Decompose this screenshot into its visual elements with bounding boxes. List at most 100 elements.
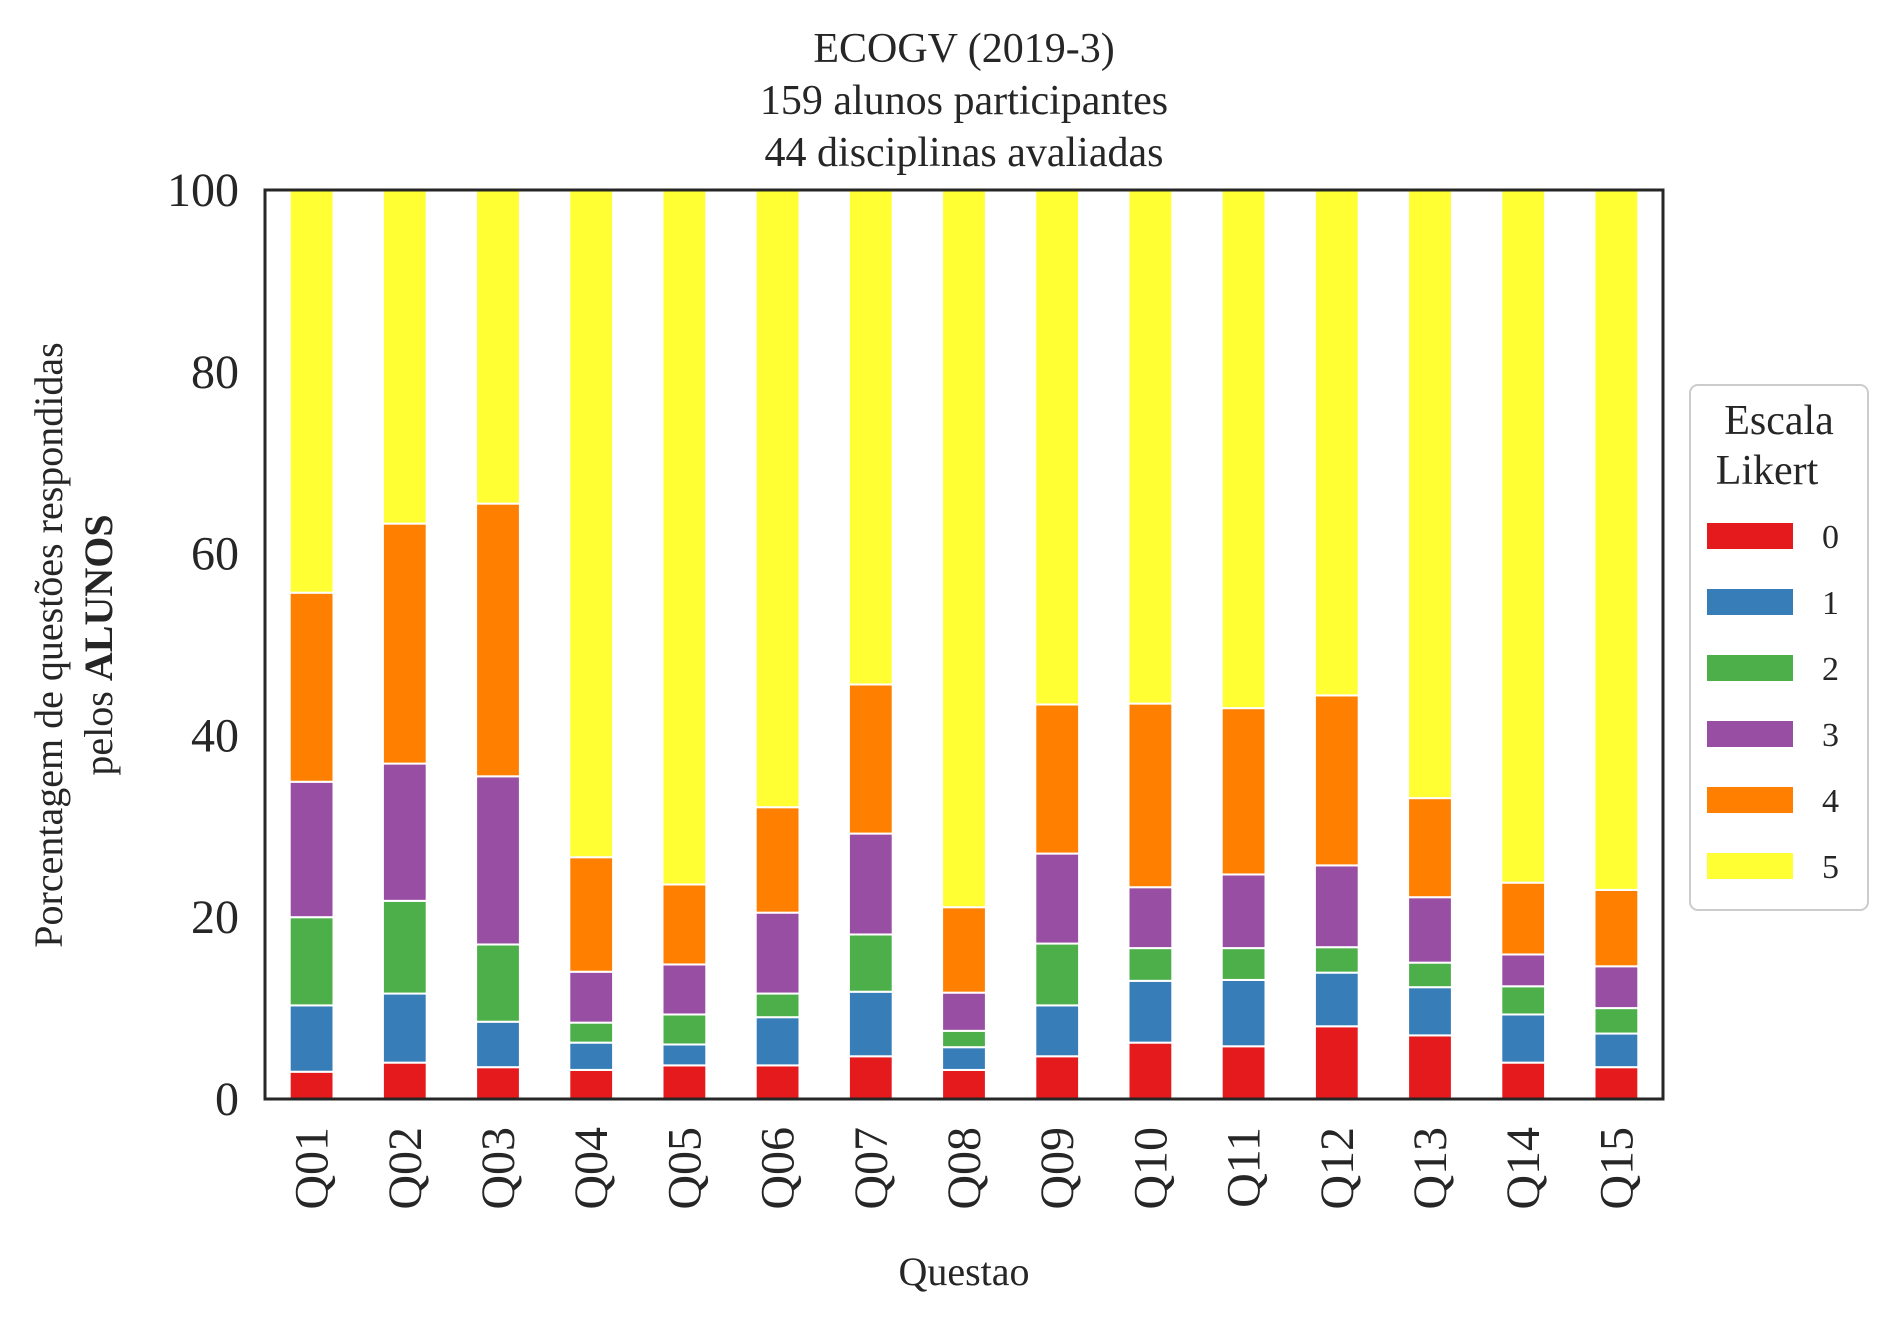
- bar-Q06-scale-4: [754, 806, 801, 914]
- bar-Q09-scale-4: [1034, 703, 1081, 855]
- bars-group: [288, 189, 1640, 1101]
- bar-Q01-scale-2: [288, 916, 335, 1007]
- bar-Q13-scale-1: [1407, 986, 1453, 1037]
- bar-Q11-scale-5: [1220, 189, 1267, 710]
- bar-Q02-scale-4: [381, 522, 428, 765]
- bar-Q13-scale-5: [1407, 189, 1453, 800]
- bar-Q09-scale-3: [1034, 852, 1081, 945]
- bar-Q04-scale-4: [568, 856, 615, 973]
- bar-Q05-scale-2: [661, 1013, 708, 1046]
- legend-label-4: 4: [1822, 783, 1839, 820]
- legend-swatch-3: [1707, 721, 1793, 747]
- legend-label-5: 5: [1822, 849, 1839, 886]
- x-tick-label: Q10: [1124, 1127, 1177, 1210]
- bar-Q10-scale-3: [1127, 886, 1174, 950]
- plot-frame: [263, 188, 1665, 1101]
- bar-Q04-scale-3: [568, 970, 615, 1024]
- bar-Q14-scale-3: [1500, 953, 1547, 988]
- title-line-2: 159 alunos participantes: [760, 78, 1168, 124]
- bar-Q04-scale-2: [568, 1021, 615, 1044]
- bar-Q03-scale-3: [475, 775, 521, 946]
- bar-Q07-scale-5: [847, 189, 894, 686]
- legend-frame: [1689, 384, 1869, 911]
- bar-Q12-scale-0: [1313, 1025, 1360, 1101]
- legend-swatch-1: [1707, 589, 1793, 615]
- y-tick-label: 20: [191, 891, 239, 944]
- bar-Q05-scale-0: [661, 1064, 708, 1100]
- bar-Q09-scale-5: [1034, 189, 1081, 706]
- y-axis-ticks: 0 20 40 60 80 100: [167, 164, 239, 1126]
- bar-Q08-scale-3: [941, 991, 987, 1032]
- x-axis-label: Questao: [898, 1249, 1029, 1294]
- x-tick-label: Q15: [1590, 1127, 1643, 1210]
- bar-Q05-scale-3: [661, 963, 708, 1016]
- bar-Q10-scale-4: [1127, 702, 1174, 889]
- legend-label-3: 3: [1822, 717, 1839, 754]
- bar-Q05-scale-5: [661, 189, 708, 886]
- bar-Q12-scale-1: [1313, 971, 1360, 1028]
- legend-swatch-5: [1707, 853, 1793, 879]
- title-line-1: ECOGV (2019-3): [813, 26, 1114, 72]
- bar-Q06-scale-0: [754, 1064, 801, 1100]
- bar-Q13-scale-0: [1407, 1034, 1453, 1100]
- bar-Q02-scale-0: [381, 1061, 428, 1101]
- bar-Q01-scale-1: [288, 1004, 335, 1073]
- legend-items: 0 1 2 3 4 5: [1707, 519, 1839, 886]
- y-tick-label: 0: [215, 1073, 239, 1126]
- legend-label-2: 2: [1822, 651, 1839, 688]
- bar-Q07-scale-4: [847, 683, 894, 835]
- bar-Q05-scale-4: [661, 883, 708, 966]
- y-tick-label: 40: [191, 709, 239, 762]
- legend: Escala Likert 0 1 2 3 4 5: [1689, 384, 1869, 911]
- bar-Q03-scale-0: [475, 1066, 521, 1101]
- bar-Q01-scale-4: [288, 591, 335, 783]
- bar-Q04-scale-5: [568, 189, 615, 859]
- legend-title-line-2: Likert: [1716, 448, 1819, 494]
- bar-Q15-scale-0: [1593, 1066, 1640, 1101]
- bar-Q11-scale-3: [1220, 873, 1267, 950]
- bar-Q04-scale-0: [568, 1068, 615, 1101]
- y-axis-label-line-2: pelos ALUNOS: [76, 514, 121, 775]
- bar-Q09-scale-2: [1034, 942, 1081, 1007]
- x-tick-label: Q01: [286, 1127, 339, 1210]
- bar-Q10-scale-1: [1127, 979, 1174, 1044]
- y-axis-label-line-1: Porcentagem de questões respondidas: [26, 342, 71, 947]
- chart-title: ECOGV (2019-3) 159 alunos participantes …: [760, 26, 1168, 176]
- bar-Q14-scale-0: [1500, 1061, 1547, 1101]
- bar-Q09-scale-0: [1034, 1055, 1081, 1101]
- x-tick-label: Q09: [1031, 1127, 1084, 1210]
- bar-Q10-scale-2: [1127, 947, 1174, 982]
- bar-Q15-scale-1: [1593, 1032, 1640, 1069]
- y-tick-label: 100: [167, 164, 239, 217]
- bar-Q03-scale-4: [475, 502, 521, 778]
- bar-Q12-scale-3: [1313, 864, 1360, 949]
- bar-Q06-scale-3: [754, 911, 801, 995]
- bar-Q12-scale-4: [1313, 694, 1360, 867]
- bar-Q02-scale-3: [381, 762, 428, 902]
- bar-Q15-scale-5: [1593, 189, 1640, 891]
- x-tick-label: Q04: [565, 1127, 618, 1210]
- bar-Q14-scale-2: [1500, 985, 1547, 1016]
- y-axis-label-prefix: pelos: [76, 681, 121, 775]
- bar-Q11-scale-0: [1220, 1045, 1267, 1101]
- bar-Q06-scale-2: [754, 992, 801, 1019]
- bar-Q02-scale-2: [381, 899, 428, 995]
- x-tick-label: Q05: [658, 1127, 711, 1210]
- bar-Q08-scale-5: [941, 189, 987, 909]
- legend-swatch-2: [1707, 655, 1793, 681]
- bar-Q03-scale-1: [475, 1020, 521, 1069]
- legend-label-0: 0: [1822, 519, 1839, 556]
- bar-Q14-scale-4: [1500, 881, 1547, 956]
- bar-Q08-scale-2: [941, 1029, 987, 1049]
- x-tick-label: Q11: [1218, 1127, 1271, 1208]
- bar-Q15-scale-4: [1593, 888, 1640, 968]
- y-tick-label: 60: [191, 528, 239, 581]
- bar-Q03-scale-5: [475, 189, 521, 505]
- bar-Q02-scale-5: [381, 189, 428, 525]
- bar-Q01-scale-3: [288, 780, 335, 919]
- bar-Q13-scale-2: [1407, 961, 1453, 989]
- bar-Q07-scale-0: [847, 1055, 894, 1101]
- bar-Q09-scale-1: [1034, 1004, 1081, 1058]
- bar-Q03-scale-2: [475, 943, 521, 1023]
